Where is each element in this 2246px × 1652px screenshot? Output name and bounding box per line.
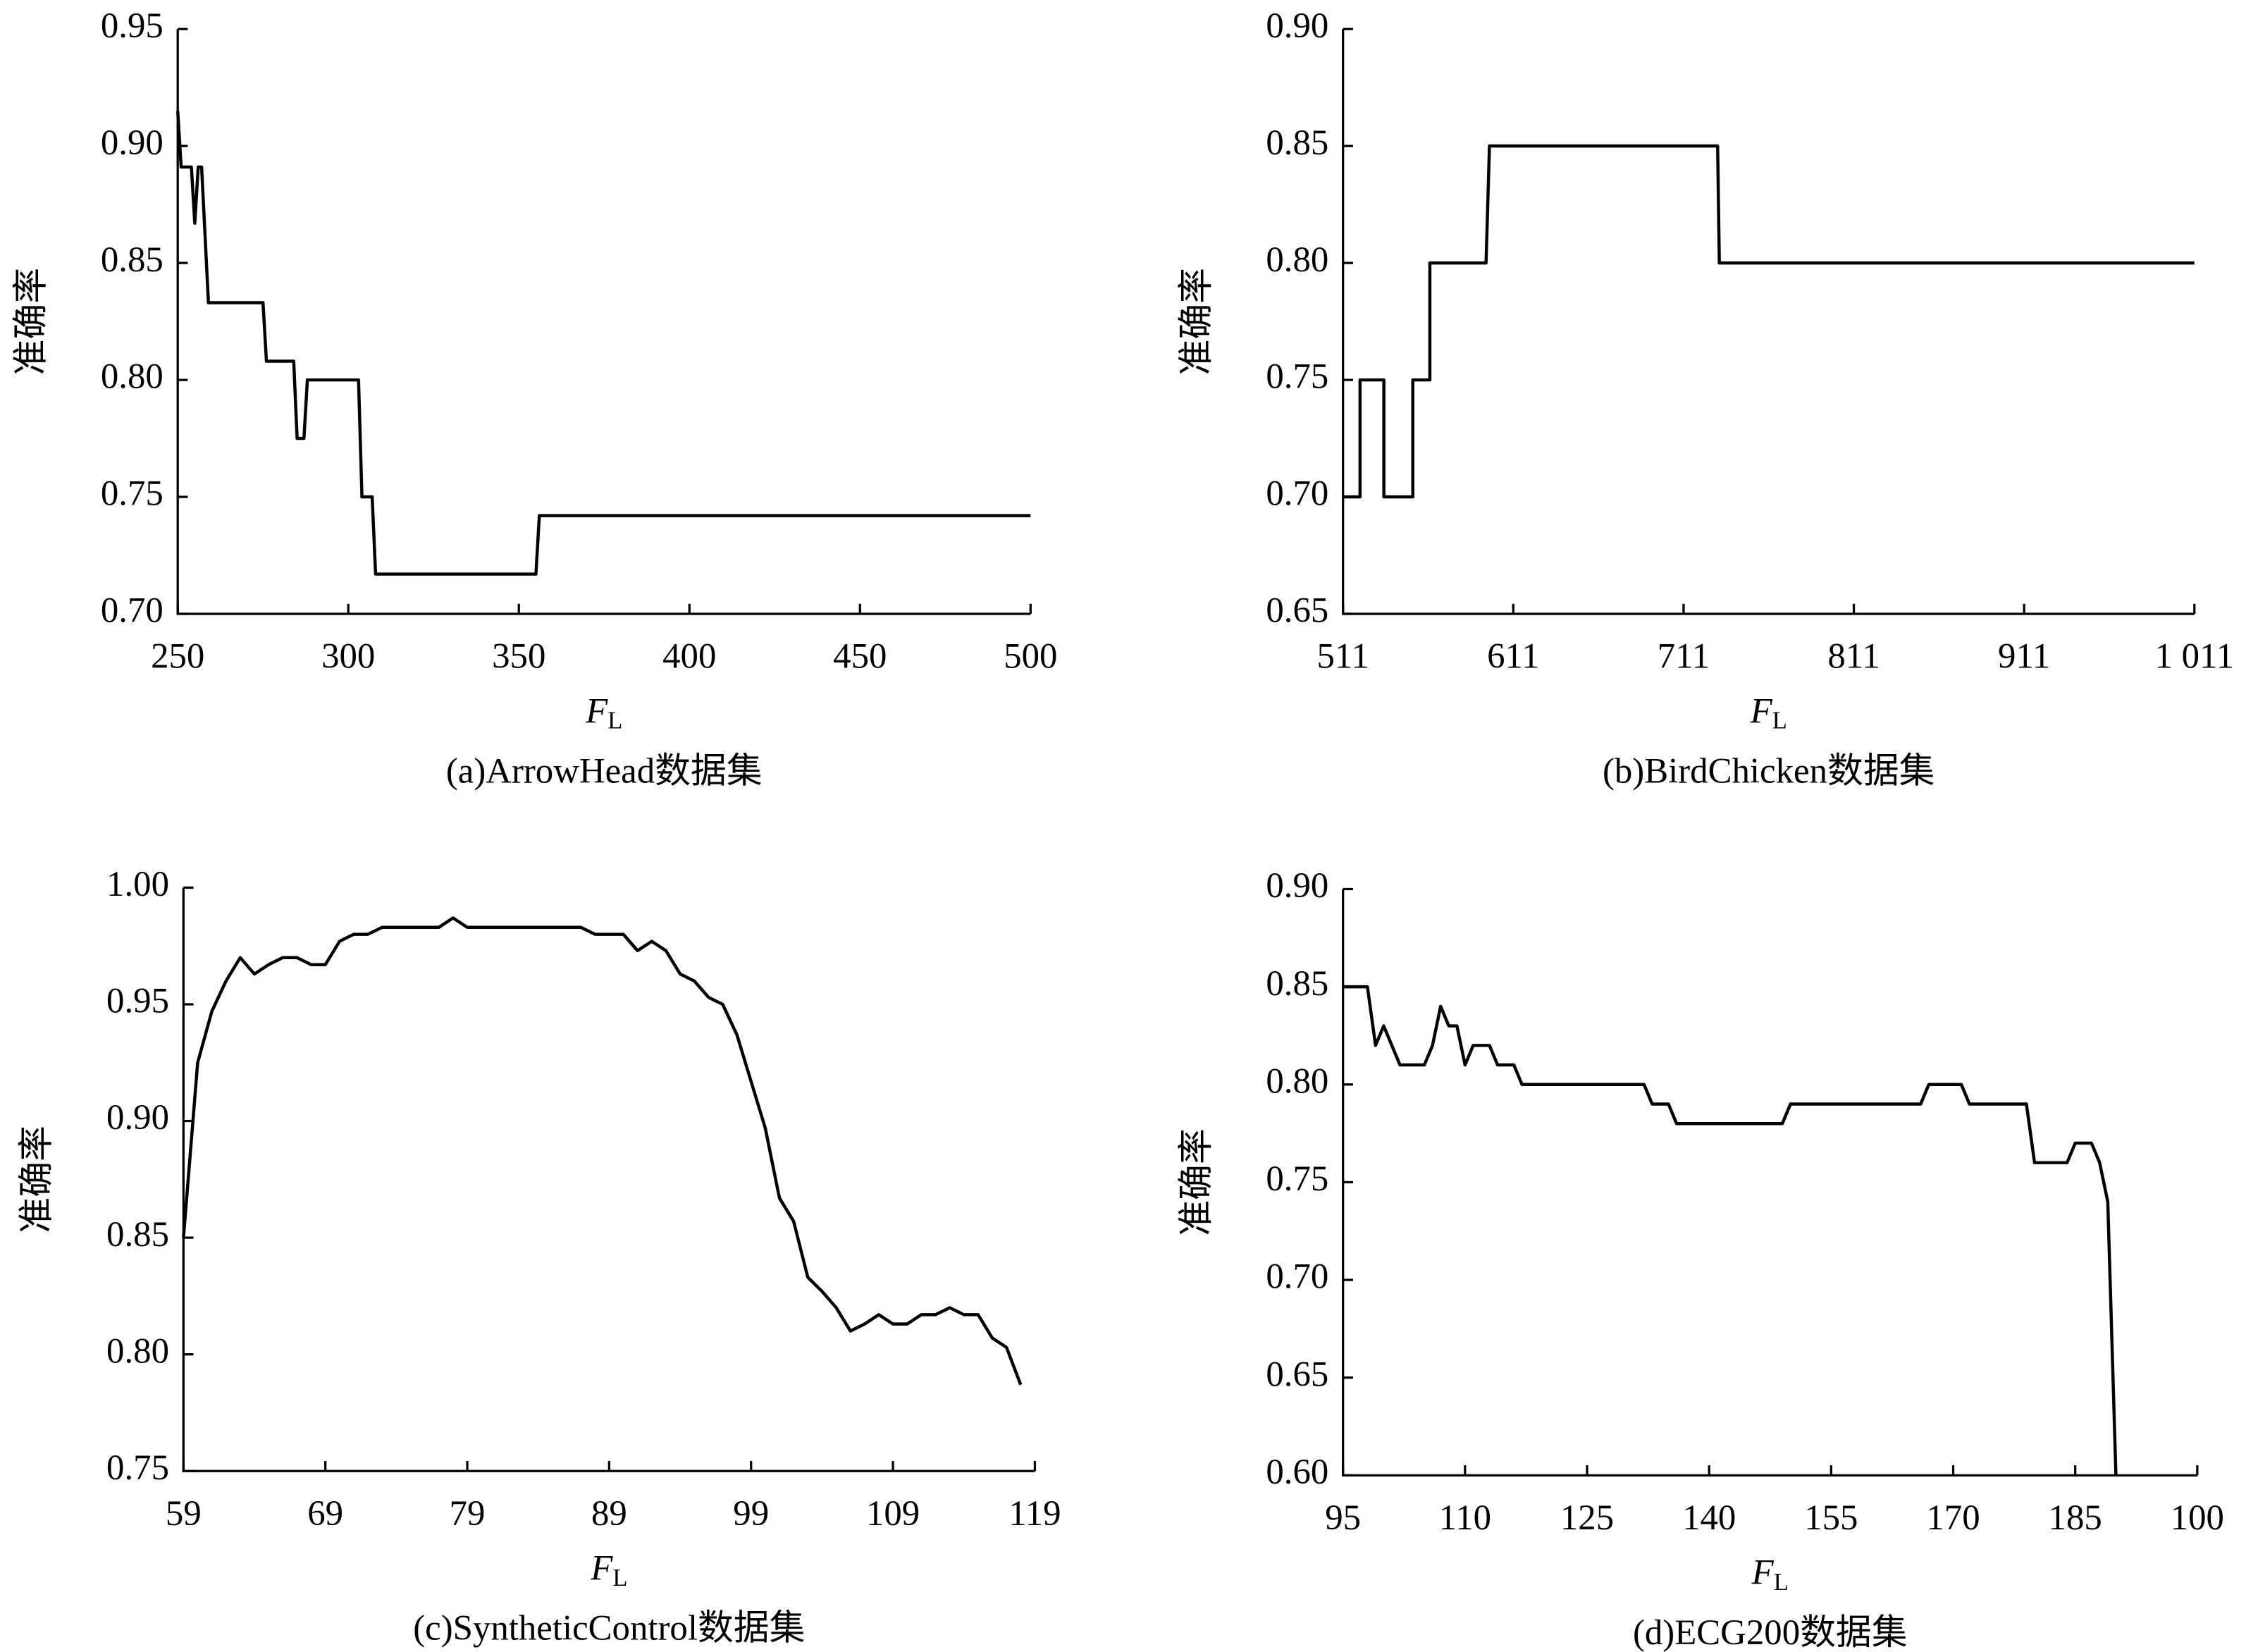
y-tick-label: 0.80 xyxy=(1266,1061,1328,1100)
y-tick-label: 1.00 xyxy=(106,864,169,904)
x-axis-label: FL xyxy=(585,691,622,734)
x-tick-label: 59 xyxy=(166,1493,202,1533)
y-tick-label: 0.90 xyxy=(106,1097,169,1137)
y-axis-label: 准确率 xyxy=(1176,1128,1216,1236)
x-tick-label: 500 xyxy=(1004,636,1057,676)
x-axis-label-main: F xyxy=(1751,1552,1775,1591)
x-tick-label: 125 xyxy=(1560,1498,1614,1537)
axes xyxy=(1342,29,2195,615)
x-tick-label: 911 xyxy=(1998,636,2050,676)
y-tick-label: 0.75 xyxy=(1266,357,1328,396)
y-tick-label: 0.85 xyxy=(106,1214,169,1254)
chart-title: (c)SyntheticControl数据集 xyxy=(413,1608,805,1648)
x-tick-label: 99 xyxy=(733,1493,769,1533)
y-tick-label: 0.90 xyxy=(1266,865,1328,905)
y-tick-label: 0.80 xyxy=(106,1331,169,1370)
panel: 0.75 0.80 0.85 0.90 0.95 1.00 59 69 79 89 99 109 119… xyxy=(17,864,1061,1648)
y-tick-label: 0.95 xyxy=(106,981,169,1021)
x-tick-label: 185 xyxy=(2049,1498,2102,1537)
y-tick-label: 0.85 xyxy=(1266,123,1328,162)
panel: 0.70 0.75 0.80 0.85 0.90 0.95 250 300 350 400 450 5… xyxy=(11,6,1057,791)
x-tick-label: 250 xyxy=(151,636,204,676)
x-tick-label: 711 xyxy=(1658,636,1710,676)
chart-title: (d)ECG200数据集 xyxy=(1633,1613,1908,1652)
x-tick-label: 79 xyxy=(450,1493,486,1533)
x-tick-label: 100 xyxy=(2171,1498,2224,1537)
x-axis-label-sub: L xyxy=(607,708,622,734)
chart-title: (a)ArrowHead数据集 xyxy=(446,751,763,790)
y-tick-label: 0.85 xyxy=(1266,963,1328,1003)
y-tick-label: 0.70 xyxy=(1266,474,1328,513)
x-tick-label: 119 xyxy=(1008,1493,1061,1533)
y-tick-label: 0.65 xyxy=(1266,591,1328,630)
x-tick-label: 611 xyxy=(1487,636,1539,676)
x-tick-label: 1 011 xyxy=(2155,636,2234,676)
x-tick-label: 95 xyxy=(1325,1498,1361,1537)
x-tick-label: 69 xyxy=(307,1493,343,1533)
axes xyxy=(1342,889,2197,1477)
y-tick-label: 0.75 xyxy=(106,1448,169,1487)
x-axis-label-sub: L xyxy=(1774,1569,1789,1596)
y-tick-label: 0.75 xyxy=(101,474,163,513)
x-tick-label: 811 xyxy=(1827,636,1880,676)
x-tick-label: 450 xyxy=(833,636,887,676)
x-axis-label-sub: L xyxy=(1772,708,1787,734)
x-tick-label: 400 xyxy=(662,636,716,676)
chart-title: (b)BirdChicken数据集 xyxy=(1603,751,1935,790)
y-tick-label: 0.70 xyxy=(1266,1257,1328,1296)
x-axis-label-main: F xyxy=(590,1548,613,1587)
data-line xyxy=(1343,985,2118,1476)
y-tick-label: 0.65 xyxy=(1266,1354,1328,1393)
x-tick-label: 511 xyxy=(1317,636,1369,676)
x-tick-label: 109 xyxy=(866,1493,920,1533)
y-axis-label: 准确率 xyxy=(1176,268,1216,375)
data-line xyxy=(1343,144,2195,499)
x-axis-label: FL xyxy=(590,1548,627,1591)
data-line xyxy=(175,111,1031,576)
x-tick-label: 155 xyxy=(1804,1498,1858,1537)
x-axis-label: FL xyxy=(1751,1552,1789,1595)
data-line xyxy=(182,916,1023,1386)
y-tick-label: 0.95 xyxy=(101,6,163,45)
x-tick-label: 140 xyxy=(1682,1498,1736,1537)
y-tick-label: 0.85 xyxy=(101,240,163,279)
axes xyxy=(182,887,1035,1472)
x-tick-label: 170 xyxy=(1926,1498,1980,1537)
panel: 0.60 0.65 0.70 0.75 0.80 0.85 0.90 95 110 125 140 1… xyxy=(1176,865,2224,1652)
x-tick-label: 89 xyxy=(591,1493,627,1533)
y-tick-label: 0.70 xyxy=(101,591,163,630)
y-axis-label: 准确率 xyxy=(11,268,50,375)
y-axis-label: 准确率 xyxy=(17,1126,56,1233)
y-tick-label: 0.75 xyxy=(1266,1159,1328,1198)
panel: 0.65 0.70 0.75 0.80 0.85 0.90 511 611 711 811 911 1… xyxy=(1176,6,2234,791)
y-tick-label: 0.60 xyxy=(1266,1452,1328,1491)
y-tick-label: 0.80 xyxy=(101,357,163,396)
x-axis-label: FL xyxy=(1750,691,1787,734)
y-tick-label: 0.90 xyxy=(101,123,163,162)
x-axis-label-sub: L xyxy=(612,1565,627,1591)
x-tick-label: 350 xyxy=(492,636,545,676)
x-axis-label-main: F xyxy=(585,691,608,730)
y-tick-label: 0.80 xyxy=(1266,240,1328,279)
x-tick-label: 110 xyxy=(1439,1498,1491,1537)
x-axis-label-main: F xyxy=(1750,691,1773,730)
y-tick-label: 0.90 xyxy=(1266,6,1328,45)
axes xyxy=(176,29,1031,615)
x-tick-label: 300 xyxy=(321,636,375,676)
